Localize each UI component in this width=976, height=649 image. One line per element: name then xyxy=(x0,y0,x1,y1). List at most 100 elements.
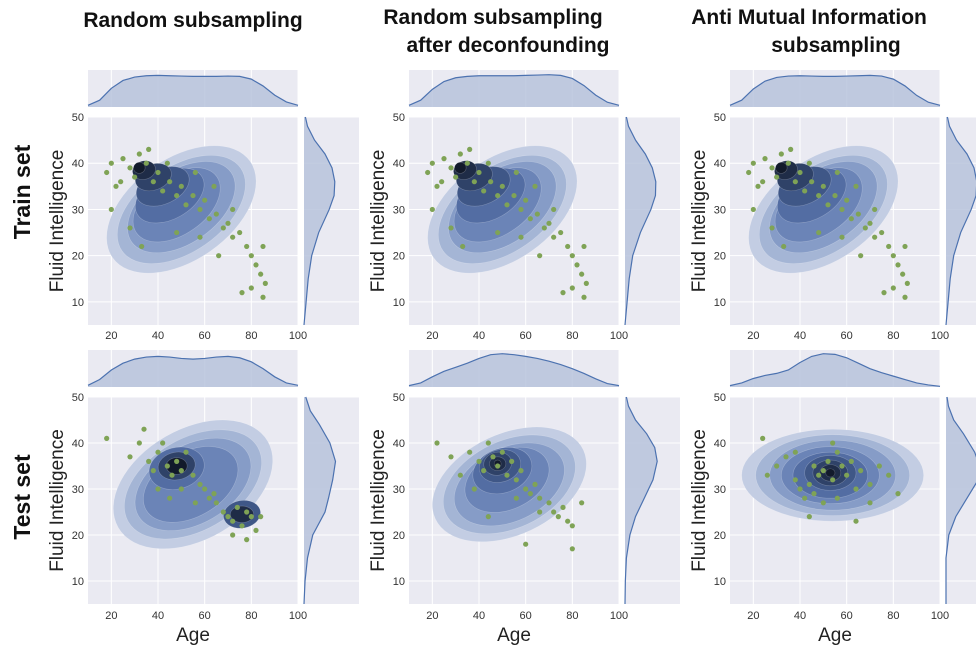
chart-3-x-tick-2: 40 xyxy=(794,330,806,342)
chart-1-point-36 xyxy=(108,206,114,213)
chart-6-contours xyxy=(741,428,924,522)
chart-4-point-22 xyxy=(234,504,240,510)
chart-5-x-tick-1: 20 xyxy=(426,610,438,622)
chart-1-point-6 xyxy=(132,174,138,180)
chart-2-point-1 xyxy=(425,169,431,176)
chart-1-point-7 xyxy=(136,151,142,157)
chart-4-point-4 xyxy=(141,426,147,432)
chart-5-y-axis-label: Fluid Intelligence xyxy=(368,429,389,572)
chart-1-point-16 xyxy=(190,192,196,199)
chart-5-point-26 xyxy=(523,541,529,547)
chart-5-point-9 xyxy=(495,463,501,469)
chart-1-point-21 xyxy=(220,225,226,231)
column-title-3: Anti Mutual Information subsampling xyxy=(691,6,932,57)
chart-6-point-6 xyxy=(797,486,803,492)
chart-2-point-18 xyxy=(523,197,529,203)
chart-2-point-42 xyxy=(551,206,557,213)
chart-3-point-18 xyxy=(844,197,850,203)
chart-4-point-3 xyxy=(136,440,142,446)
chart-5-point-3 xyxy=(457,472,463,478)
chart-3-point-42 xyxy=(872,206,878,213)
chart-1-point-9 xyxy=(150,179,156,185)
chart-3-point-22 xyxy=(867,220,873,226)
chart-3-contour-level-9 xyxy=(775,161,788,174)
chart-4-y-tick-2: 20 xyxy=(72,530,84,542)
chart-2-point-41 xyxy=(532,183,538,189)
chart-4-point-15 xyxy=(197,481,203,487)
chart-2-point-3 xyxy=(434,183,440,189)
chart-2-point-11 xyxy=(481,188,487,194)
chart-5-point-19 xyxy=(546,500,552,506)
chart-2-y-tick-2: 20 xyxy=(393,251,405,263)
chart-4: 20 40 60 80 100 10 20 30 40 50 Fluid Intelligence A… xyxy=(47,350,359,646)
chart-5: 20 40 60 80 100 10 20 30 40 50 Fluid Intelligence A… xyxy=(368,350,680,646)
chart-1-point-5 xyxy=(127,165,133,171)
chart-2-x-tick-3: 60 xyxy=(520,330,532,342)
chart-3-point-35 xyxy=(816,229,822,236)
chart-4-x-tick-5: 100 xyxy=(289,610,307,622)
chart-4-x-tick-3: 60 xyxy=(199,610,211,622)
chart-6-x-tick-2: 40 xyxy=(794,610,806,622)
chart-1-point-31 xyxy=(248,285,254,291)
chart-3-point-20 xyxy=(855,211,861,217)
chart-6-point-5 xyxy=(792,477,798,483)
chart-1-y-kde-line xyxy=(303,116,336,326)
chart-4-x-tick-1: 20 xyxy=(105,610,117,622)
chart-4-point-34 xyxy=(167,495,173,501)
chart-4-point-13 xyxy=(183,449,189,455)
chart-2-point-25 xyxy=(565,243,571,250)
chart-6-y-axis-label: Fluid Intelligence xyxy=(689,429,710,572)
chart-3-x-tick-5: 100 xyxy=(931,330,949,342)
chart-6-point-15 xyxy=(839,463,845,469)
chart-3-point-12 xyxy=(809,179,815,185)
chart-1-point-12 xyxy=(167,179,173,185)
chart-6-point-10 xyxy=(816,472,822,478)
chart-2-point-44 xyxy=(537,253,543,259)
chart-4-point-28 xyxy=(178,486,184,492)
chart-6-point-25 xyxy=(853,518,859,524)
chart-3-point-21 xyxy=(862,225,868,231)
chart-1-point-37 xyxy=(118,179,124,185)
chart-3-point-11 xyxy=(802,188,808,194)
chart-3-point-5 xyxy=(769,165,775,171)
row-title-test: Test set xyxy=(9,454,35,540)
chart-3: 20 40 60 80 100 10 20 30 40 50 Fluid Intelligence xyxy=(689,70,976,342)
chart-3-point-16 xyxy=(832,192,838,199)
chart-1-point-30 xyxy=(239,290,245,296)
chart-3-point-39 xyxy=(806,160,812,166)
chart-6-point-31 xyxy=(811,491,817,497)
chart-1-point-39 xyxy=(164,160,170,166)
chart-1-point-2 xyxy=(108,160,114,166)
chart-2-y-tick-3: 30 xyxy=(393,204,405,216)
chart-3-point-28 xyxy=(900,271,906,277)
chart-3-point-13 xyxy=(816,192,822,199)
chart-5-y-kde-line xyxy=(624,396,658,605)
chart-2-point-5 xyxy=(448,165,454,171)
chart-1-point-41 xyxy=(211,183,217,189)
chart-2-x-kde-line xyxy=(408,74,620,106)
chart-4-point-6 xyxy=(150,468,156,474)
chart-3-y-axis-label: Fluid Intelligence xyxy=(689,150,710,293)
chart-2-x-tick-2: 40 xyxy=(473,330,485,342)
chart-3-point-7 xyxy=(778,151,784,157)
chart-2-point-45 xyxy=(518,234,524,240)
chart-5-point-28 xyxy=(485,514,491,520)
chart-3-point-30 xyxy=(881,290,887,296)
chart-6-y-tick-2: 20 xyxy=(714,530,726,542)
chart-3-contours xyxy=(748,145,899,274)
chart-1-point-19 xyxy=(206,216,212,222)
chart-4-point-31 xyxy=(230,532,236,538)
chart-1-contour-level-9 xyxy=(133,161,146,174)
chart-1-point-8 xyxy=(143,160,149,166)
chart-3-y-kde-fill xyxy=(946,117,976,325)
chart-1-point-10 xyxy=(155,169,161,176)
chart-3-point-37 xyxy=(760,179,766,185)
chart-1-x-tick-4: 80 xyxy=(245,330,257,342)
chart-6-y-tick-1: 10 xyxy=(714,576,726,588)
chart-2-point-12 xyxy=(488,179,494,185)
column-title-2-line-2: after deconfounding xyxy=(407,34,610,57)
chart-1-x-kde-line xyxy=(87,74,299,106)
chart-5-x-axis-label: Age xyxy=(497,625,531,646)
chart-5-y-tick-2: 20 xyxy=(393,530,405,542)
chart-6-y-kde-line xyxy=(945,396,976,604)
